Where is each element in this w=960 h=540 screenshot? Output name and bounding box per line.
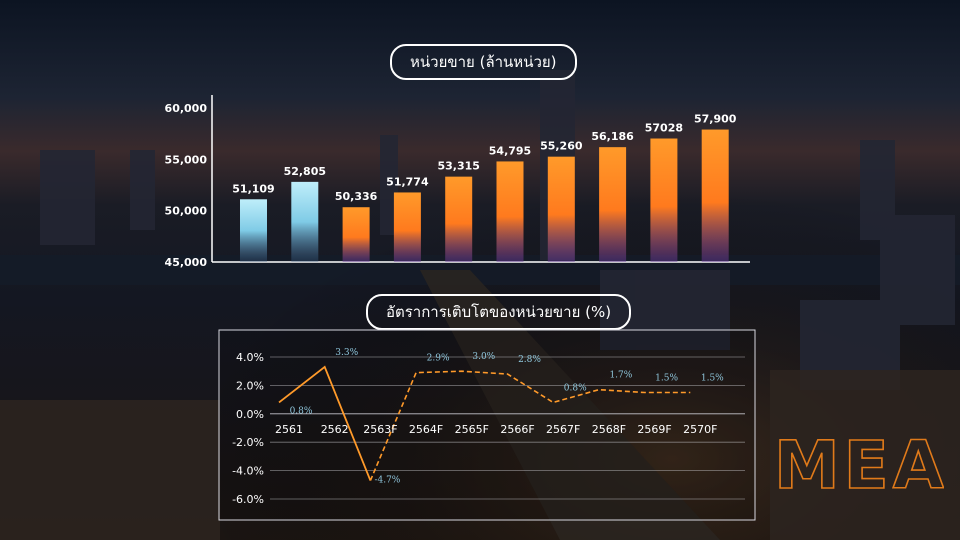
growth-data-label: 1.7% xyxy=(609,371,632,381)
bar xyxy=(393,192,421,262)
sales-units-title: หน่วยขาย (ล้านหน่วย) xyxy=(390,44,577,80)
growth-line-forecast xyxy=(369,370,691,481)
growth-x-tick-label: 2566F xyxy=(500,423,534,436)
bar xyxy=(496,161,524,262)
growth-data-label: -4.7% xyxy=(374,476,400,486)
bar-data-label: 57028 xyxy=(645,122,683,135)
growth-x-tick-label: 2568F xyxy=(592,423,626,436)
growth-data-label: 1.5% xyxy=(655,374,678,384)
bar-data-label: 56,186 xyxy=(591,130,634,143)
growth-x-tick-label: 2561 xyxy=(275,423,303,436)
growth-x-tick-label: 2567F xyxy=(546,423,580,436)
bar xyxy=(445,176,473,262)
bar-y-tick-label: 60,000 xyxy=(165,102,208,115)
growth-y-tick-label: 4.0% xyxy=(236,351,264,364)
growth-chart-frame xyxy=(218,329,756,521)
bar-y-tick-label: 45,000 xyxy=(165,256,208,269)
mea-logo: MEA xyxy=(774,426,944,500)
growth-rate-title: อัตราการเติบโตของหน่วยขาย (%) xyxy=(366,294,632,330)
growth-y-tick-label: 2.0% xyxy=(236,379,264,392)
bar-data-label: 51,774 xyxy=(386,175,429,188)
growth-x-tick-label: 2569F xyxy=(637,423,671,436)
bar xyxy=(240,199,267,262)
growth-x-tick-label: 2563F xyxy=(363,423,397,436)
bar-data-label: 53,315 xyxy=(437,160,479,173)
bar xyxy=(599,147,627,262)
bar-y-tick-label: 50,000 xyxy=(165,205,208,218)
bar-data-label: 52,805 xyxy=(284,165,326,178)
growth-y-tick-label: -6.0% xyxy=(232,493,264,506)
growth-y-tick-label: -4.0% xyxy=(232,465,264,478)
growth-data-label: 2.8% xyxy=(518,355,541,365)
bar xyxy=(547,156,575,262)
bar xyxy=(701,129,729,262)
bar-data-label: 51,109 xyxy=(232,182,274,195)
bar xyxy=(342,207,370,262)
sales-units-bar-chart: 45,000 50,000 55,000 60,000 51,109 52,805 50,3… xyxy=(165,95,750,269)
growth-x-tick-label: 2565F xyxy=(455,423,489,436)
growth-x-tick-label: 2564F xyxy=(409,423,443,436)
growth-data-label: 3.0% xyxy=(472,352,495,362)
growth-data-label: 3.3% xyxy=(335,348,358,358)
growth-y-tick-label: 0.0% xyxy=(236,408,264,421)
bar xyxy=(291,181,319,262)
growth-line-actual xyxy=(278,365,372,481)
bar xyxy=(650,138,678,262)
bar-data-label: 55,260 xyxy=(540,140,583,153)
growth-x-tick-label: 2570F xyxy=(683,423,717,436)
growth-rate-line-chart: -6.0% -4.0% -2.0% 0.0% 2.0% 4.0% 2561 2562 2563F… xyxy=(218,329,756,521)
bar-data-label: 50,336 xyxy=(335,190,378,203)
bar-data-label: 54,795 xyxy=(489,144,531,157)
growth-x-tick-label: 2562 xyxy=(321,423,349,436)
bar-y-tick-label: 55,000 xyxy=(165,153,208,166)
growth-data-label: 0.8% xyxy=(290,406,313,416)
growth-y-tick-label: -2.0% xyxy=(232,436,264,449)
growth-data-label: 2.9% xyxy=(427,354,450,364)
bar-data-label: 57,900 xyxy=(694,113,737,126)
growth-data-label: 0.8% xyxy=(564,383,587,393)
growth-data-label: 1.5% xyxy=(701,374,724,384)
svg-text:MEA: MEA xyxy=(774,427,944,500)
